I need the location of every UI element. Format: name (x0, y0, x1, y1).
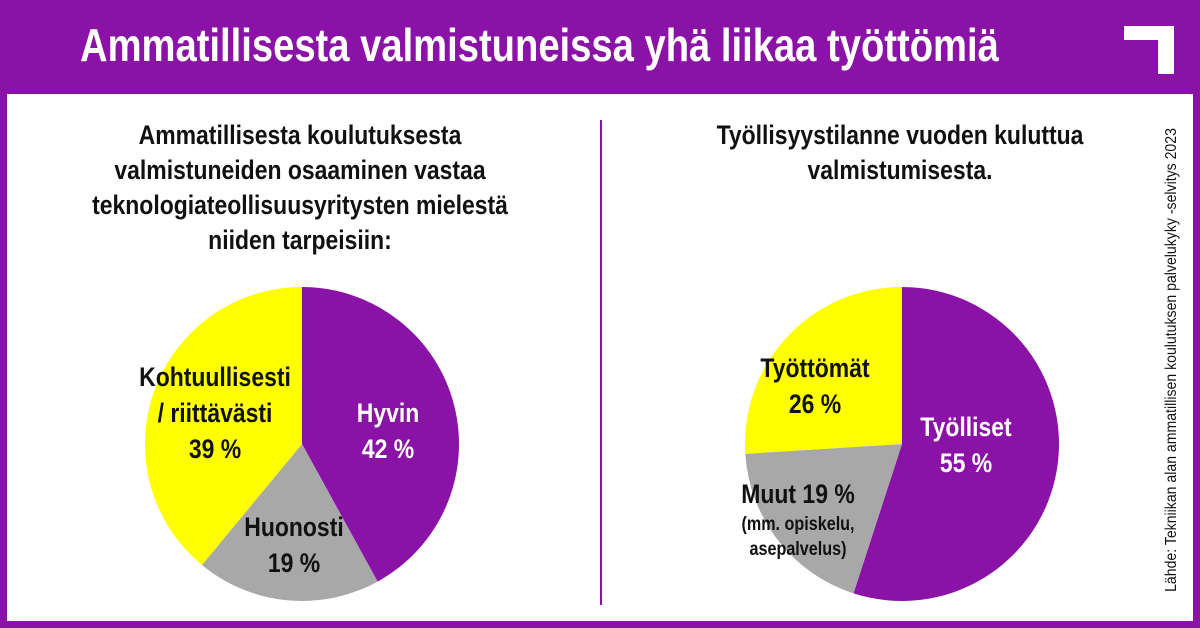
pie1-slice-0 (302, 287, 459, 582)
slice-label-hyvin: Hyvin 42 % (356, 398, 420, 464)
chart2-title: Työllisyystilanne vuoden kuluttua valmis… (716, 120, 1084, 185)
slice-label-tyottomat: Työttömät 26 % (760, 353, 870, 419)
slice-label-kohtuullisesti: Kohtuullisesti / riittävästi 39 % (139, 362, 291, 464)
pie2-slice-1 (745, 444, 902, 594)
slice-label-tyolliset: Työlliset 55 % (920, 412, 1012, 478)
chart1-title: Ammatillisesta koulutuksesta valmistunei… (92, 120, 508, 255)
header-bar: Ammatillisesta valmistuneissa yhä liikaa… (0, 0, 1200, 94)
pie2-slice-2 (745, 287, 902, 454)
pie2-slice-0 (853, 287, 1059, 601)
panel-divider (600, 120, 602, 605)
pie1-slice-2 (145, 287, 302, 565)
pie1-slice-1 (201, 444, 378, 601)
source-note: Lähde: Tekniikan alan ammatillisen koulu… (1163, 128, 1180, 592)
page-title: Ammatillisesta valmistuneissa yhä liikaa… (80, 19, 999, 71)
corner-logo-icon (1124, 26, 1174, 74)
slice-label-huonosti: Huonosti 19 % (244, 512, 344, 578)
slice-label-muut: Muut 19 % (mm. opiskelu, asepalvelus) (741, 479, 855, 560)
